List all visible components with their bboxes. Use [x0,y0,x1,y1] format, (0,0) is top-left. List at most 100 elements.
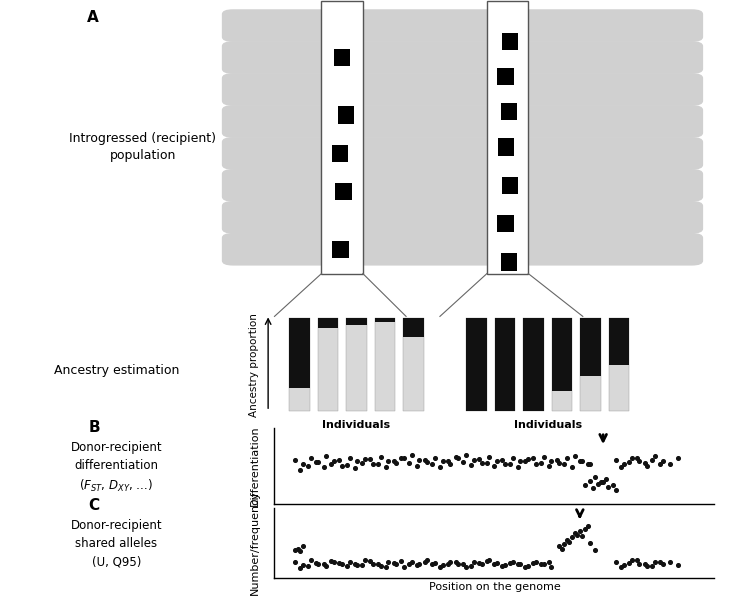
Point [602,482,614,492]
Point [484,452,496,462]
Point [656,456,669,466]
Point [351,456,363,466]
Point [574,456,586,466]
Bar [497,215,514,232]
Point [419,455,431,464]
Bar [290,318,310,388]
Text: Donor-recipient
shared alleles
(U, Q95): Donor-recipient shared alleles (U, Q95) [71,519,162,569]
Point [597,477,609,487]
Point [457,457,469,467]
Point [473,454,485,464]
Point [396,453,408,463]
Bar [332,145,348,162]
Bar [318,318,338,327]
Point [641,461,653,470]
Point [507,557,519,567]
Point [341,561,353,570]
Point [558,459,570,469]
Point [465,561,478,570]
Point [535,458,547,468]
Point [426,459,438,469]
Point [569,528,581,537]
Point [504,558,516,568]
Text: Donor-recipient
differentiation
($\mathit{F}_{ST}$, $\mathit{D}_{XY}$, …): Donor-recipient differentiation ($\mathi… [71,441,162,494]
Point [387,558,399,568]
Text: Ancestry proportion: Ancestry proportion [249,313,259,417]
FancyBboxPatch shape [222,137,703,169]
Bar [403,318,424,337]
Point [442,559,454,569]
Point [489,559,501,569]
Point [468,455,480,464]
Point [530,558,542,567]
Point [387,456,399,466]
Point [396,556,408,566]
Point [584,476,596,486]
Bar [501,103,517,121]
Point [649,451,661,461]
Bar [502,33,518,50]
Bar [581,318,601,376]
Bar [338,106,354,124]
Point [499,560,511,570]
Point [489,461,501,470]
Point [584,459,596,469]
Point [419,558,431,567]
Point [590,545,602,555]
FancyBboxPatch shape [222,233,703,265]
Bar [497,68,514,86]
Point [587,484,599,493]
Point [665,459,677,469]
Point [665,558,677,567]
Point [618,560,630,570]
Text: Introgressed (recipient)
population: Introgressed (recipient) population [69,132,217,162]
Point [382,456,394,466]
Point [484,555,496,565]
Point [380,463,392,472]
Point [444,459,456,469]
Point [364,454,376,464]
FancyBboxPatch shape [222,105,703,137]
Point [398,453,410,463]
Bar [374,318,396,322]
Point [522,561,534,570]
Point [553,458,566,468]
Point [403,458,415,468]
Point [623,558,635,568]
Point [450,557,462,567]
Point [421,555,433,565]
Point [294,546,306,556]
FancyBboxPatch shape [222,41,703,74]
Point [491,558,503,568]
Point [656,560,669,569]
Point [511,560,523,569]
Point [297,459,309,469]
Bar [403,318,424,411]
Point [290,455,302,464]
Point [335,560,347,569]
Text: A: A [86,10,99,25]
Point [460,562,472,572]
Bar [498,138,514,156]
Point [475,458,487,468]
Point [344,558,356,567]
Point [520,456,532,466]
Point [574,526,586,535]
Bar [466,318,487,411]
Point [499,459,511,469]
Point [550,455,562,464]
Point [527,558,539,568]
Bar [334,49,350,66]
Point [313,559,325,569]
Point [341,460,353,470]
Point [538,452,550,462]
Point [326,459,338,469]
Point [654,558,666,567]
Point [545,456,557,466]
Point [633,456,645,466]
Point [473,558,485,568]
Bar [346,318,367,411]
Point [527,453,539,463]
Point [302,561,314,570]
Point [475,560,487,569]
